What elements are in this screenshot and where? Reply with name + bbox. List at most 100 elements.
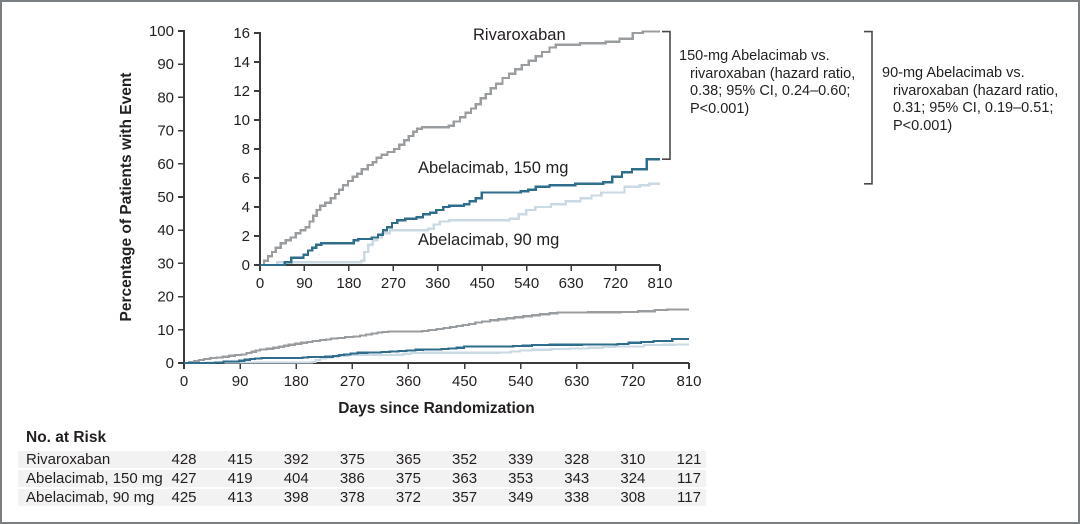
risk-row-value: 343 bbox=[564, 470, 590, 487]
risk-row-value: 413 bbox=[227, 489, 253, 506]
x-tick-label: 0 bbox=[256, 275, 264, 292]
x-tick-label: 630 bbox=[564, 373, 589, 390]
y-axis-title-text: Percentage of Patients with Event bbox=[118, 72, 135, 322]
y-tick-label: 12 bbox=[233, 83, 250, 100]
rivaroxaban-curve bbox=[260, 30, 660, 267]
risk-table-row: Rivaroxaban 428 415 392 375 365 352 339 328 310 12… bbox=[18, 451, 706, 468]
annotation-150-vs-rivaroxaban: 150-mg Abelacimab vs. rivaroxaban (hazard… bbox=[679, 48, 855, 118]
annotation-line: 0.31; 95% CI, 0.19–0.51; bbox=[893, 100, 1054, 116]
risk-row-value: 310 bbox=[620, 451, 646, 468]
curve-label-rivaroxaban: Rivaroxaban bbox=[473, 26, 566, 44]
x-tick-label: 180 bbox=[336, 275, 361, 292]
risk-row-value: 398 bbox=[283, 489, 309, 506]
risk-row-value: 363 bbox=[452, 470, 478, 487]
x-tick-label: 270 bbox=[381, 275, 406, 292]
risk-row-label: Rivaroxaban bbox=[26, 451, 111, 468]
x-tick-label: 630 bbox=[559, 275, 584, 292]
x-tick-label: 810 bbox=[647, 275, 672, 292]
x-tick-label: 360 bbox=[396, 373, 421, 390]
annotation-line: rivaroxaban (hazard ratio, bbox=[690, 65, 856, 82]
risk-row-value: 392 bbox=[283, 451, 309, 468]
y-tick-label: 40 bbox=[157, 222, 174, 239]
risk-row-value: 428 bbox=[171, 451, 197, 468]
risk-row-label: Abelacimab, 90 mg bbox=[26, 489, 155, 506]
annotation-line: P<0.001) bbox=[690, 100, 750, 117]
risk-table-row: Abelacimab, 150 mg 427 419 404 386 375 363 353 3… bbox=[18, 470, 706, 487]
risk-row-value: 117 bbox=[677, 489, 701, 506]
risk-row-value: 404 bbox=[283, 470, 309, 487]
y-tick-label: 10 bbox=[233, 112, 250, 129]
comparison-bracket-abelacimab-90-vs-rivaroxaban bbox=[864, 30, 873, 185]
y-tick-label: 90 bbox=[157, 56, 174, 73]
x-tick-label: 450 bbox=[470, 275, 495, 292]
x-tick-label: 720 bbox=[603, 275, 628, 292]
x-tick-label: 90 bbox=[296, 275, 313, 292]
risk-row-value: 117 bbox=[677, 470, 701, 487]
risk-row-value: 352 bbox=[452, 451, 478, 468]
risk-row-value: 372 bbox=[395, 489, 421, 506]
y-tick-label: 14 bbox=[233, 54, 250, 71]
y-tick-label: 60 bbox=[157, 156, 174, 173]
risk-row-value: 324 bbox=[620, 470, 646, 487]
risk-row-value: 121 bbox=[676, 451, 702, 468]
risk-row-value: 339 bbox=[508, 451, 534, 468]
x-tick-label: 810 bbox=[676, 373, 701, 390]
risk-row-value: 375 bbox=[395, 470, 421, 487]
x-tick-label: 270 bbox=[340, 373, 365, 390]
y-tick-label: 0 bbox=[242, 257, 250, 274]
y-axis-title: Percentage of Patients with Event bbox=[2, 73, 262, 322]
y-tick-label: 100 bbox=[149, 23, 174, 40]
y-tick-label: 10 bbox=[157, 322, 174, 339]
risk-row-value: 425 bbox=[171, 489, 197, 506]
risk-table-row: Abelacimab, 90 mg 425 413 398 378 372 357 349 33… bbox=[18, 489, 706, 506]
y-tick-label: 70 bbox=[157, 123, 174, 140]
annotation-90-vs-rivaroxaban: 90-mg Abelacimab vs. rivaroxaban (hazard … bbox=[882, 65, 1058, 135]
annotation-line: 90-mg Abelacimab vs. bbox=[882, 65, 1025, 81]
risk-row-value: 308 bbox=[620, 489, 646, 506]
risk-row-value: 375 bbox=[339, 451, 365, 468]
x-tick-label: 540 bbox=[514, 275, 539, 292]
y-tick-label: 80 bbox=[157, 89, 174, 106]
annotation-line: 150-mg Abelacimab vs. bbox=[679, 48, 830, 64]
risk-row-value: 338 bbox=[564, 489, 590, 506]
risk-row-value: 357 bbox=[452, 489, 478, 506]
y-tick-label: 50 bbox=[157, 189, 174, 206]
annotation-line: rivaroxaban (hazard ratio, bbox=[893, 82, 1059, 99]
x-axis-title: Days since Randomization bbox=[338, 400, 535, 417]
y-tick-label: 4 bbox=[242, 199, 250, 216]
risk-row-value: 349 bbox=[508, 489, 534, 506]
y-tick-label: 6 bbox=[242, 170, 250, 187]
abelacimab-90-mg-curve bbox=[260, 182, 660, 267]
x-tick-label: 180 bbox=[284, 373, 309, 390]
y-tick-label: 20 bbox=[157, 289, 174, 306]
annotation-line: P<0.001) bbox=[893, 117, 953, 134]
x-tick-label: 450 bbox=[452, 373, 477, 390]
risk-row-value: 415 bbox=[227, 451, 253, 468]
risk-row-value: 353 bbox=[508, 470, 534, 487]
curve-label-abelacimab-150: Abelacimab, 150 mg bbox=[418, 159, 569, 177]
x-tick-label: 0 bbox=[180, 373, 188, 390]
abelacimab-90-mg-curve bbox=[184, 343, 689, 365]
risk-row-value: 427 bbox=[171, 470, 197, 487]
curve-label-abelacimab-90: Abelacimab, 90 mg bbox=[418, 231, 560, 249]
y-tick-label: 2 bbox=[242, 228, 250, 245]
x-tick-label: 90 bbox=[232, 373, 249, 390]
y-tick-label: 30 bbox=[157, 255, 174, 272]
rivaroxaban-curve bbox=[184, 308, 689, 365]
comparison-bracket-abelacimab-150-vs-rivaroxaban bbox=[662, 30, 671, 160]
risk-row-label: Abelacimab, 150 mg bbox=[26, 470, 163, 487]
risk-row-value: 328 bbox=[564, 451, 590, 468]
risk-row-value: 378 bbox=[339, 489, 365, 506]
y-tick-label: 16 bbox=[233, 25, 250, 42]
risk-table-title: No. at Risk bbox=[26, 429, 107, 446]
abelacimab-150-mg-curve bbox=[260, 158, 660, 267]
risk-row-value: 365 bbox=[395, 451, 421, 468]
x-tick-label: 360 bbox=[425, 275, 450, 292]
x-tick-label: 540 bbox=[508, 373, 533, 390]
risk-row-value: 386 bbox=[339, 470, 365, 487]
y-tick-label: 8 bbox=[242, 141, 250, 158]
x-tick-label: 720 bbox=[620, 373, 645, 390]
y-tick-label: 0 bbox=[166, 355, 174, 372]
